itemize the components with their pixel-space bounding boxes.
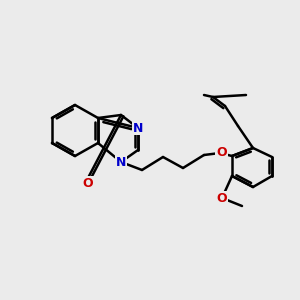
Text: O: O bbox=[83, 177, 93, 190]
Text: N: N bbox=[116, 155, 126, 169]
Text: O: O bbox=[216, 146, 227, 160]
Text: O: O bbox=[217, 191, 227, 205]
Text: N: N bbox=[133, 122, 143, 134]
